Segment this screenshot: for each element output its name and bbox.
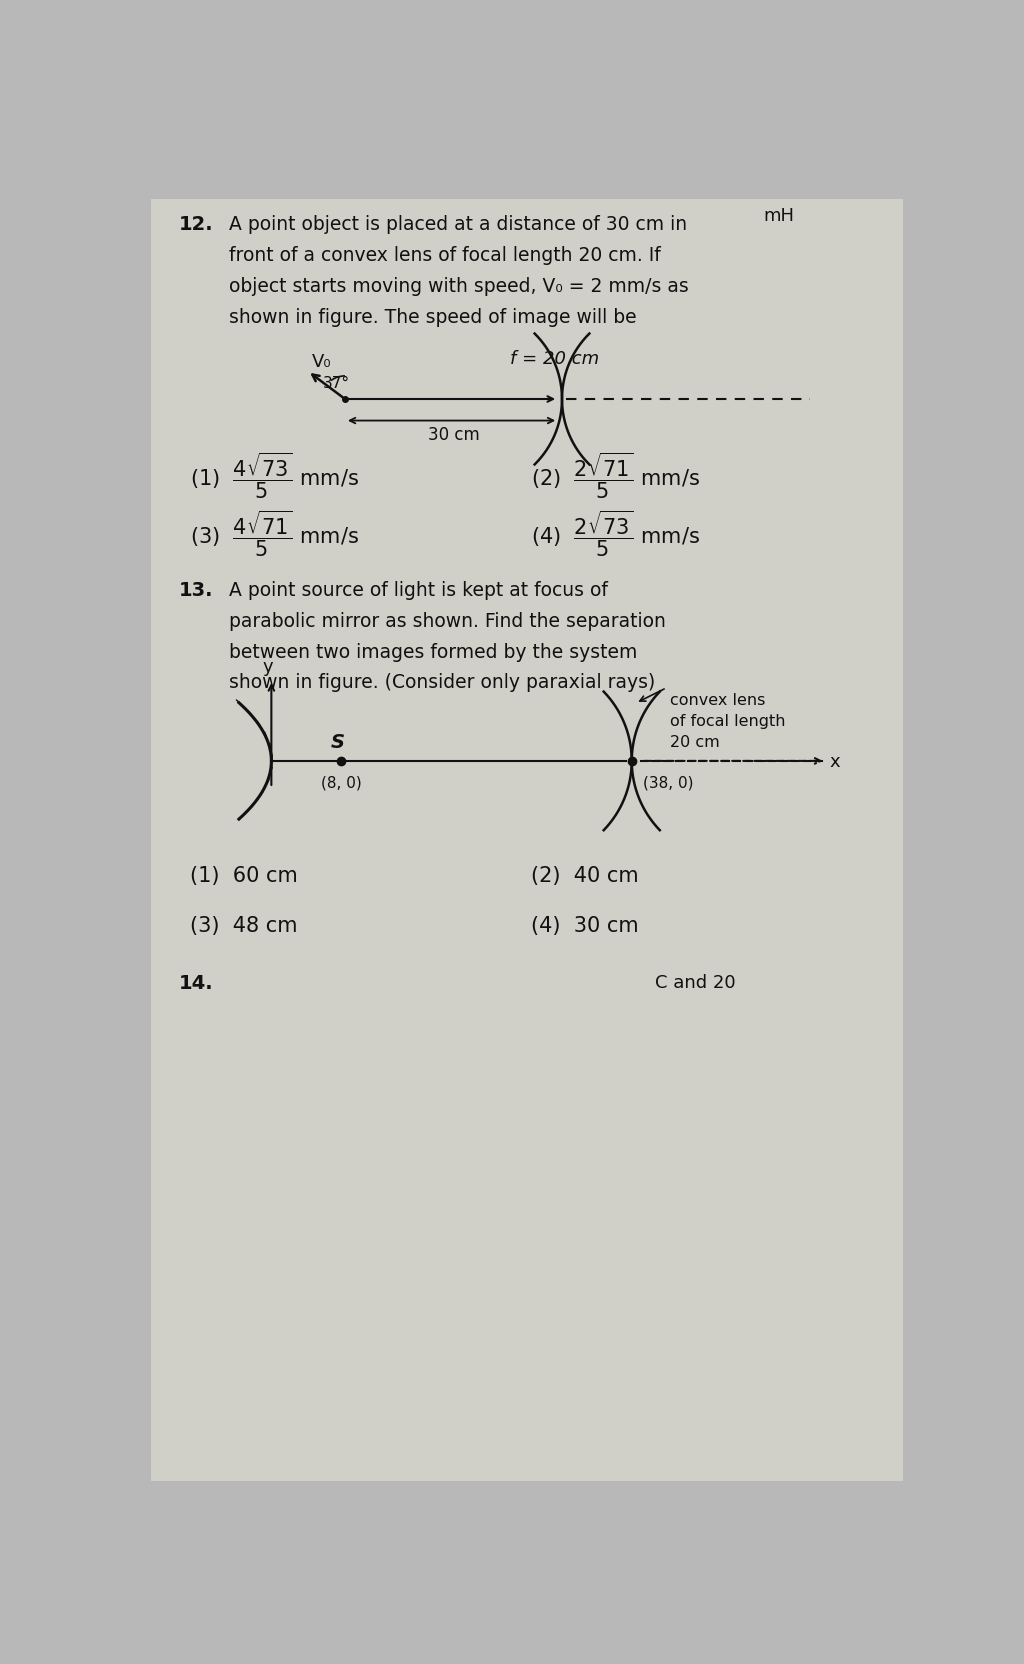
Text: front of a convex lens of focal length 20 cm. If: front of a convex lens of focal length 2… bbox=[228, 246, 660, 265]
Text: parabolic mirror as shown. Find the separation: parabolic mirror as shown. Find the sepa… bbox=[228, 611, 666, 631]
Text: object starts moving with speed, V₀ = 2 mm/s as: object starts moving with speed, V₀ = 2 … bbox=[228, 276, 688, 296]
Text: A point object is placed at a distance of 30 cm in: A point object is placed at a distance o… bbox=[228, 215, 687, 235]
Text: S: S bbox=[331, 732, 344, 752]
Text: A point source of light is kept at focus of: A point source of light is kept at focus… bbox=[228, 581, 607, 599]
Text: shown in figure. (Consider only paraxial rays): shown in figure. (Consider only paraxial… bbox=[228, 672, 655, 692]
Text: f = 20 cm: f = 20 cm bbox=[510, 349, 599, 368]
Text: (3)  $\dfrac{4\sqrt{71}}{5}$ mm/s: (3) $\dfrac{4\sqrt{71}}{5}$ mm/s bbox=[190, 508, 359, 557]
Text: (38, 0): (38, 0) bbox=[643, 775, 694, 790]
Text: 13.: 13. bbox=[178, 581, 213, 599]
Text: x: x bbox=[829, 752, 840, 770]
Text: between two images formed by the system: between two images formed by the system bbox=[228, 642, 637, 661]
Text: 37°: 37° bbox=[324, 376, 350, 391]
Text: y: y bbox=[262, 657, 272, 676]
Text: (1)  $\dfrac{4\sqrt{73}}{5}$ mm/s: (1) $\dfrac{4\sqrt{73}}{5}$ mm/s bbox=[190, 449, 359, 501]
Text: (2)  40 cm: (2) 40 cm bbox=[531, 865, 639, 885]
Text: V₀: V₀ bbox=[311, 353, 332, 371]
Text: shown in figure. The speed of image will be: shown in figure. The speed of image will… bbox=[228, 308, 636, 326]
Text: C and 20: C and 20 bbox=[655, 973, 735, 992]
Text: convex lens
of focal length
20 cm: convex lens of focal length 20 cm bbox=[671, 692, 786, 749]
Text: (8, 0): (8, 0) bbox=[321, 775, 361, 790]
Text: (4)  30 cm: (4) 30 cm bbox=[531, 915, 639, 935]
Text: mH: mH bbox=[764, 208, 795, 225]
Text: (2)  $\dfrac{2\sqrt{71}}{5}$ mm/s: (2) $\dfrac{2\sqrt{71}}{5}$ mm/s bbox=[531, 449, 700, 501]
Text: 14.: 14. bbox=[178, 973, 213, 992]
Text: (4)  $\dfrac{2\sqrt{73}}{5}$ mm/s: (4) $\dfrac{2\sqrt{73}}{5}$ mm/s bbox=[531, 508, 700, 557]
Text: (3)  48 cm: (3) 48 cm bbox=[190, 915, 298, 935]
Text: (1)  60 cm: (1) 60 cm bbox=[190, 865, 298, 885]
Text: 12.: 12. bbox=[178, 215, 213, 235]
Text: 30 cm: 30 cm bbox=[428, 426, 479, 444]
